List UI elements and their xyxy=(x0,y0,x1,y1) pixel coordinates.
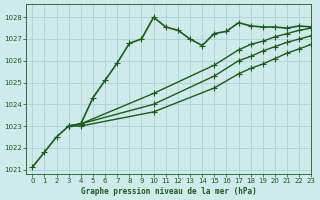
X-axis label: Graphe pression niveau de la mer (hPa): Graphe pression niveau de la mer (hPa) xyxy=(81,187,257,196)
